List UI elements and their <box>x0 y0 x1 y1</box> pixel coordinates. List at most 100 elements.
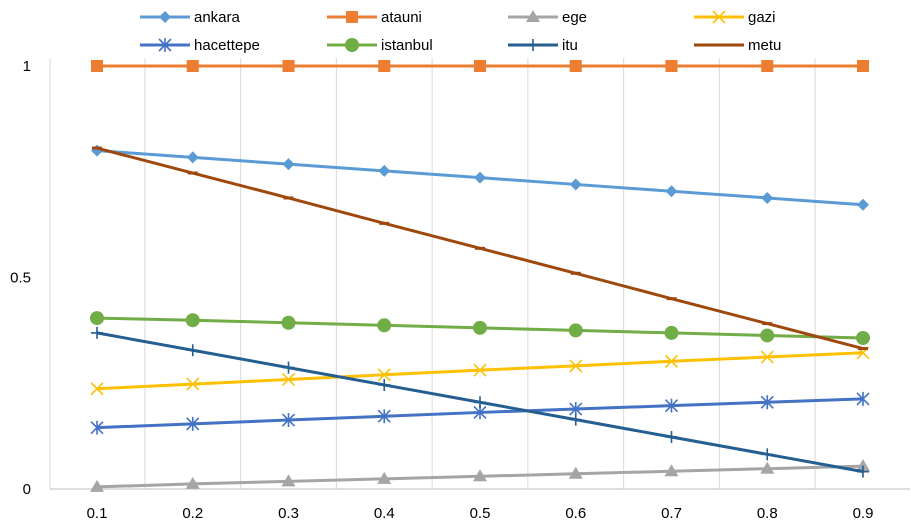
data-point-atauni <box>569 60 582 72</box>
x-tick-label: 0.3 <box>278 505 299 522</box>
legend-label: ege <box>562 9 587 26</box>
data-point-ankara <box>857 198 869 211</box>
data-point-itu <box>665 430 678 443</box>
data-point-istanbul <box>185 313 200 328</box>
data-point-gazi <box>281 372 296 387</box>
data-point-itu <box>569 413 582 426</box>
data-point-ankara <box>282 158 295 171</box>
legend-marker-itu <box>527 39 539 51</box>
data-point-ege <box>664 464 679 477</box>
data-point-atauni <box>665 60 678 72</box>
data-point-gazi <box>664 354 679 368</box>
legend-label: gazi <box>748 9 776 26</box>
data-point-itu <box>474 396 486 409</box>
legend-label: istanbul <box>381 37 433 54</box>
data-point-ankara <box>569 178 582 191</box>
legend-label: itu <box>562 37 578 54</box>
legend-item-ankara: ankara <box>140 9 241 26</box>
x-tick-label: 0.1 <box>87 505 108 522</box>
data-point-ankara <box>378 164 391 177</box>
data-point-atauni <box>91 60 103 72</box>
series-itu <box>91 326 869 478</box>
data-point-istanbul <box>760 328 775 343</box>
data-point-istanbul <box>664 325 679 340</box>
data-point-gazi <box>377 368 391 382</box>
data-point-ege <box>90 479 104 492</box>
legend-item-gazi: gazi <box>694 9 776 26</box>
data-point-hacettepe <box>281 413 296 428</box>
series-hacettepe <box>90 391 870 435</box>
data-point-istanbul <box>568 323 583 338</box>
x-tick-label: 0.5 <box>470 505 491 522</box>
data-point-ankara <box>665 185 678 198</box>
data-point-gazi <box>90 382 104 396</box>
data-point-hacettepe <box>186 416 200 431</box>
data-point-ege <box>760 461 775 474</box>
x-tick-label: 0.6 <box>565 505 586 522</box>
data-point-istanbul <box>281 315 296 330</box>
data-point-itu <box>378 378 391 391</box>
data-point-itu <box>761 448 774 461</box>
data-point-gazi <box>473 363 487 377</box>
data-point-hacettepe <box>377 409 391 424</box>
data-point-ege <box>856 459 870 472</box>
data-point-ege <box>473 469 487 482</box>
legend-marker-ege <box>526 10 540 22</box>
legend-item-metu: metu <box>694 37 781 54</box>
data-point-ankara <box>186 151 199 164</box>
x-tick-label: 0.4 <box>374 505 395 522</box>
series-layer <box>90 60 870 492</box>
data-point-hacettepe <box>856 391 870 406</box>
data-point-istanbul <box>856 330 870 345</box>
data-point-gazi <box>760 350 774 364</box>
series-istanbul <box>90 311 870 345</box>
data-point-atauni <box>857 60 869 72</box>
data-point-ege <box>281 474 296 487</box>
data-point-atauni <box>761 60 774 72</box>
data-point-gazi <box>186 377 200 391</box>
legend-label: hacettepe <box>194 37 260 54</box>
data-point-atauni <box>474 60 486 72</box>
data-point-ege <box>377 471 392 484</box>
legend-marker-atauni <box>346 11 358 23</box>
axes: 0.1 0.2 0.3 0.4 0.5 0.6 0.7 0.8 0.9 0 0.5 1 <box>10 58 910 522</box>
x-tick-label: 0.8 <box>757 505 778 522</box>
x-tick-label: 0.9 <box>853 505 874 522</box>
legend-marker-ankara <box>159 11 171 23</box>
legend-label: ankara <box>194 9 241 26</box>
legend-marker-istanbul <box>345 38 359 52</box>
series-atauni <box>91 60 869 72</box>
legend-label: atauni <box>381 9 422 26</box>
data-point-istanbul <box>377 318 392 333</box>
legend-label: metu <box>748 37 781 54</box>
data-point-hacettepe <box>760 395 774 410</box>
y-tick-label: 0 <box>23 481 31 498</box>
data-point-atauni <box>378 60 391 72</box>
grid-lines <box>49 58 816 489</box>
data-point-ege <box>568 466 583 479</box>
legend-item-hacettepe: hacettepe <box>140 37 260 54</box>
data-point-ankara <box>761 191 774 204</box>
y-tick-label: 0.5 <box>10 270 31 287</box>
legend-item-itu: itu <box>508 37 578 54</box>
legend-marker-gazi <box>712 10 726 24</box>
data-point-gazi <box>569 359 583 373</box>
data-point-itu <box>282 361 295 374</box>
data-point-atauni <box>282 60 295 72</box>
series-ege <box>90 459 870 492</box>
legend-item-istanbul: istanbul <box>327 37 433 54</box>
legend-marker-hacettepe <box>158 38 172 52</box>
data-point-itu <box>186 344 199 357</box>
data-point-istanbul <box>90 311 104 326</box>
legend-item-atauni: atauni <box>327 9 422 26</box>
data-point-itu <box>91 326 103 339</box>
data-point-atauni <box>186 60 199 72</box>
data-point-ankara <box>474 171 486 184</box>
y-tick-label: 1 <box>23 58 31 75</box>
data-point-hacettepe <box>90 420 104 435</box>
series-metu <box>92 146 868 351</box>
x-tick-label: 0.7 <box>661 505 682 522</box>
data-point-istanbul <box>473 320 487 335</box>
legend: ankara atauni ege gazi hacettepe istanbul itu m… <box>140 9 781 54</box>
